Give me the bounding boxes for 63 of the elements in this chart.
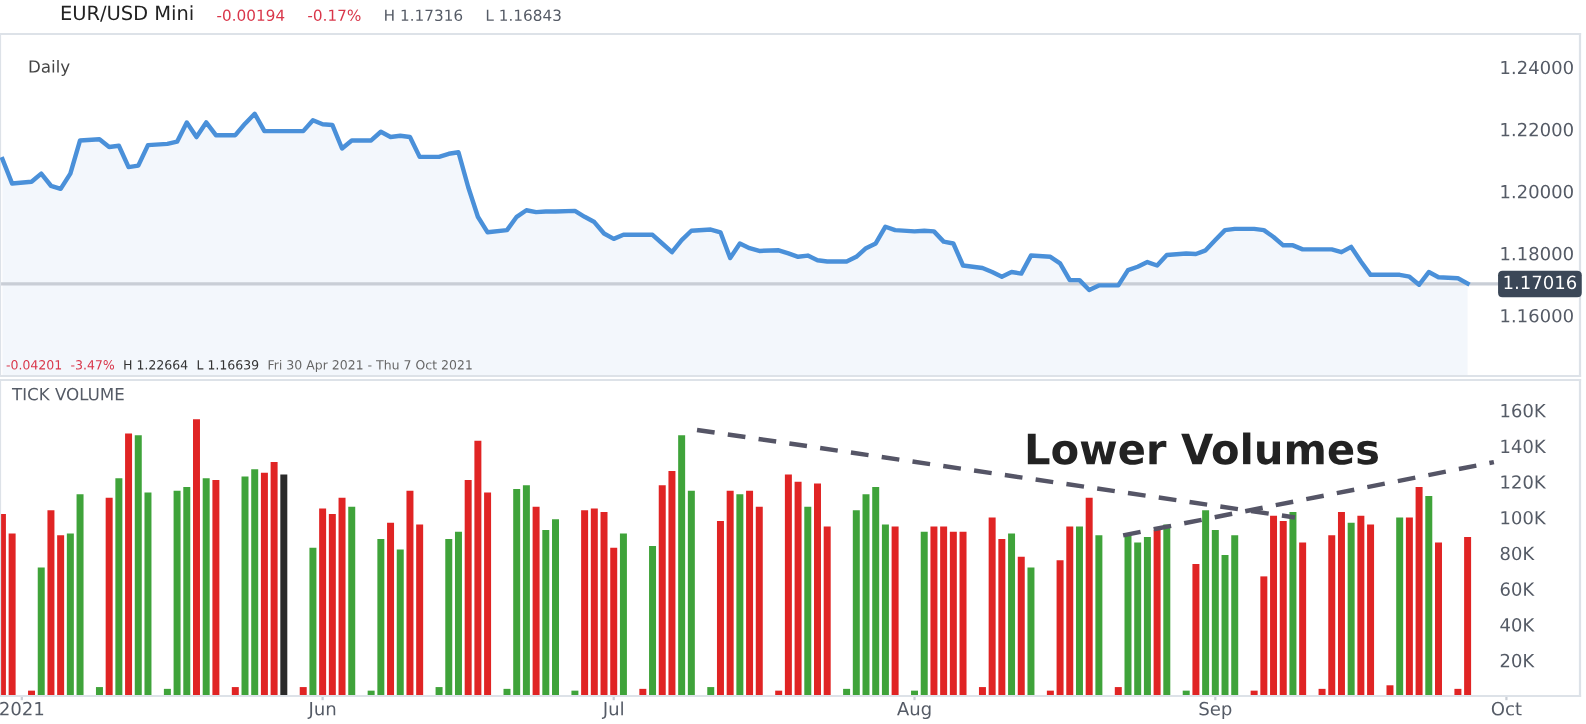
bar (95, 687, 103, 696)
bar (1075, 526, 1083, 696)
bar (105, 497, 113, 696)
bar (309, 547, 317, 696)
bar (1396, 517, 1404, 696)
bar (1008, 533, 1016, 696)
bar (1192, 563, 1200, 696)
x-tick-label: Aug (897, 702, 931, 720)
bar (736, 494, 744, 696)
y-tick-label: 100K (1501, 510, 1547, 525)
chart-title: TICK VOLUME (11, 387, 124, 401)
bar (387, 522, 395, 696)
bar (1027, 567, 1035, 696)
bar (1114, 687, 1122, 696)
bar (891, 526, 899, 696)
y-tick-label: 20K (1500, 653, 1535, 668)
bar (649, 546, 657, 696)
y-tick-label: 120K (1501, 475, 1547, 489)
bar (348, 506, 356, 696)
text: Daily (29, 59, 70, 77)
bar (1095, 535, 1103, 696)
y-tick-label: 60K (1500, 582, 1535, 596)
bar (1435, 542, 1442, 696)
x-tick-label: Jun (307, 702, 336, 719)
bar (231, 687, 239, 696)
annotation: Lower Volumes (1027, 432, 1379, 465)
bar (1299, 542, 1307, 696)
bar (1163, 524, 1171, 696)
bar (202, 478, 210, 696)
y-tick-label: 1.18000 (1501, 246, 1573, 261)
x-tick-label: Oct (1491, 701, 1522, 716)
bar (707, 687, 715, 696)
chart-title: EUR/USD Mini (61, 5, 193, 22)
bar (396, 549, 404, 696)
bar (115, 478, 123, 696)
bar (37, 567, 45, 696)
bar (280, 474, 288, 696)
bar (804, 506, 812, 696)
y-tick-label: 40K (1500, 618, 1535, 632)
y-tick-label: 160K (1501, 403, 1547, 418)
bar (1425, 496, 1433, 696)
bar (532, 506, 540, 696)
y-tick-label: 1.16000 (1501, 308, 1573, 323)
bar (193, 419, 200, 696)
y-tick-label: 1.24000 (1501, 60, 1573, 75)
bar (125, 433, 133, 696)
bar (1153, 529, 1161, 696)
ref-line-label: 1.17016 (1504, 275, 1577, 290)
bar (299, 687, 307, 696)
y-tick-label: 1.20000 (1501, 184, 1573, 199)
bar (1347, 522, 1355, 696)
bar (1085, 497, 1093, 696)
bar (212, 479, 220, 696)
y-tick-label: 1.22000 (1501, 122, 1573, 137)
y-tick-label: 140K (1501, 439, 1547, 454)
bar (619, 533, 627, 696)
bar (1017, 556, 1025, 696)
x-tick-label: Jul (601, 701, 623, 719)
x-tick-label: Sep (1199, 701, 1232, 720)
bar (1289, 512, 1297, 696)
bar (1386, 685, 1394, 696)
y-tick-label: 80K (1500, 546, 1535, 561)
x-tick-label: 2021 (0, 701, 44, 716)
